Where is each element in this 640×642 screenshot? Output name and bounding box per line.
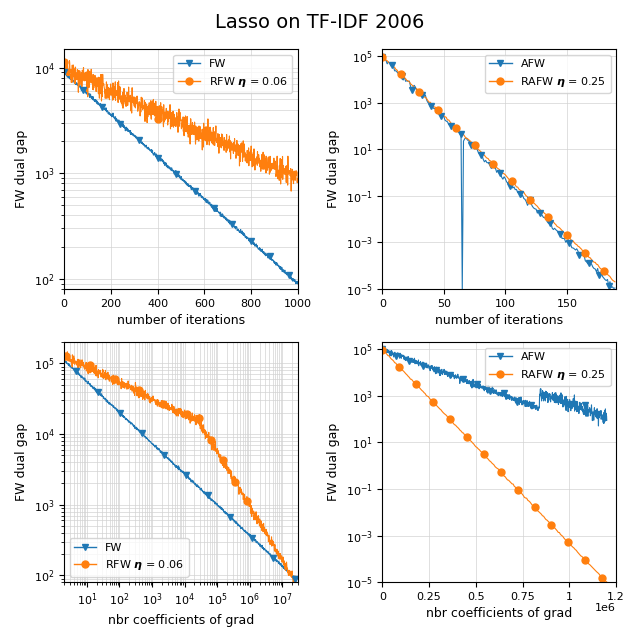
Y-axis label: FW dual gap: FW dual gap [327,423,340,501]
Y-axis label: FW dual gap: FW dual gap [15,130,28,208]
Legend: FW, RFW $\boldsymbol{\eta}$ = 0.06: FW, RFW $\boldsymbol{\eta}$ = 0.06 [173,55,292,93]
Text: 1e6: 1e6 [595,603,616,613]
Y-axis label: FW dual gap: FW dual gap [327,130,340,208]
X-axis label: number of iterations: number of iterations [117,314,245,327]
Legend: AFW, RAFW $\boldsymbol{\eta}$ = 0.25: AFW, RAFW $\boldsymbol{\eta}$ = 0.25 [485,348,611,386]
Legend: FW, RFW $\boldsymbol{\eta}$ = 0.06: FW, RFW $\boldsymbol{\eta}$ = 0.06 [70,538,189,577]
Text: Lasso on TF-IDF 2006: Lasso on TF-IDF 2006 [215,13,425,32]
Legend: AFW, RAFW $\boldsymbol{\eta}$ = 0.25: AFW, RAFW $\boldsymbol{\eta}$ = 0.25 [485,55,611,93]
X-axis label: number of iterations: number of iterations [435,314,563,327]
Y-axis label: FW dual gap: FW dual gap [15,423,28,501]
X-axis label: nbr coefficients of grad: nbr coefficients of grad [108,614,254,627]
X-axis label: nbr coefficients of grad: nbr coefficients of grad [426,607,572,620]
